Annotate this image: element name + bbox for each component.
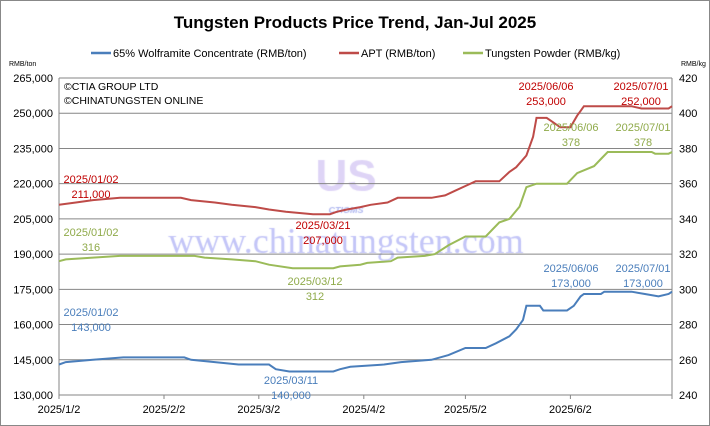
annotation-value: 211,000 (72, 189, 111, 201)
y-left-unit: RMB/ton (9, 61, 36, 68)
y-left-tick-label: 250,000 (13, 108, 53, 120)
annotation-value: 252,000 (621, 96, 661, 108)
annotation-date: 2025/03/12 (287, 276, 342, 288)
annotation-value: 140,000 (271, 390, 311, 402)
legend-label: Tungsten Powder (RMB/kg) (485, 48, 620, 60)
y-left-tick-label: 190,000 (13, 249, 53, 261)
y-right-tick-label: 240 (679, 390, 697, 402)
annotation-value: 378 (562, 137, 580, 149)
y-right-tick-label: 400 (679, 108, 697, 120)
copyright-text: ©CHINATUNGSTEN ONLINE (64, 95, 203, 107)
series-line (58, 290, 673, 373)
series-line (58, 151, 673, 270)
chart-title: Tungsten Products Price Trend, Jan-Jul 2… (174, 13, 536, 32)
annotation-date: 2025/01/02 (63, 307, 118, 319)
legend-label: 65% Wolframite Concentrate (RMB/ton) (113, 48, 307, 60)
x-tick-label: 2025/6/2 (549, 404, 592, 416)
y-left-tick-label: 160,000 (13, 320, 53, 332)
annotation-date: 2025/07/01 (613, 81, 668, 93)
y-left-tick-label: 205,000 (13, 214, 53, 226)
annotation-date: 2025/06/06 (518, 81, 573, 93)
y-left-tick-label: 220,000 (13, 179, 53, 191)
y-right-tick-label: 380 (679, 143, 697, 155)
y-right-tick-label: 320 (679, 249, 697, 261)
legend-label: APT (RMB/ton) (361, 48, 435, 60)
y-right-tick-label: 260 (679, 355, 697, 367)
copyright-text: ©CTIA GROUP LTD (64, 81, 159, 93)
y-left-tick-label: 265,000 (13, 73, 53, 85)
annotation-value: 173,000 (551, 278, 591, 290)
y-right-unit: RMB/kg (681, 61, 706, 68)
annotation-value: 316 (82, 242, 100, 254)
annotation-date: 2025/01/02 (63, 227, 118, 239)
series-line (58, 105, 673, 216)
x-tick-label: 2025/3/2 (237, 404, 280, 416)
y-right-tick-label: 340 (679, 214, 697, 226)
x-tick-label: 2025/4/2 (342, 404, 385, 416)
y-right-tick-label: 360 (679, 179, 697, 191)
y-left-tick-label: 145,000 (13, 355, 53, 367)
x-tick-label: 2025/2/2 (143, 404, 186, 416)
annotation-date: 2025/03/11 (264, 375, 318, 387)
annotation-value: 143,000 (71, 322, 111, 334)
annotation-value: 253,000 (526, 96, 566, 108)
annotation-value: 312 (306, 291, 324, 303)
annotation-date: 2025/03/21 (295, 220, 350, 232)
x-tick-label: 2025/1/2 (38, 404, 81, 416)
annotation-date: 2025/06/06 (543, 122, 598, 134)
annotation-value: 173,000 (623, 278, 663, 290)
annotation-value: 378 (634, 137, 652, 149)
y-left-tick-label: 130,000 (13, 390, 53, 402)
y-left-tick-label: 175,000 (13, 284, 53, 296)
y-right-tick-label: 420 (679, 73, 697, 85)
annotation-date: 2025/06/06 (543, 263, 598, 275)
y-right-tick-label: 280 (679, 320, 697, 332)
annotation-date: 2025/07/01 (615, 122, 670, 134)
annotation-value: 207,000 (303, 235, 343, 247)
y-left-tick-label: 235,000 (13, 143, 53, 155)
annotation-date: 2025/01/02 (63, 174, 118, 186)
y-right-tick-label: 300 (679, 284, 697, 296)
annotation-date: 2025/07/01 (615, 263, 670, 275)
x-tick-label: 2025/5/2 (444, 404, 487, 416)
